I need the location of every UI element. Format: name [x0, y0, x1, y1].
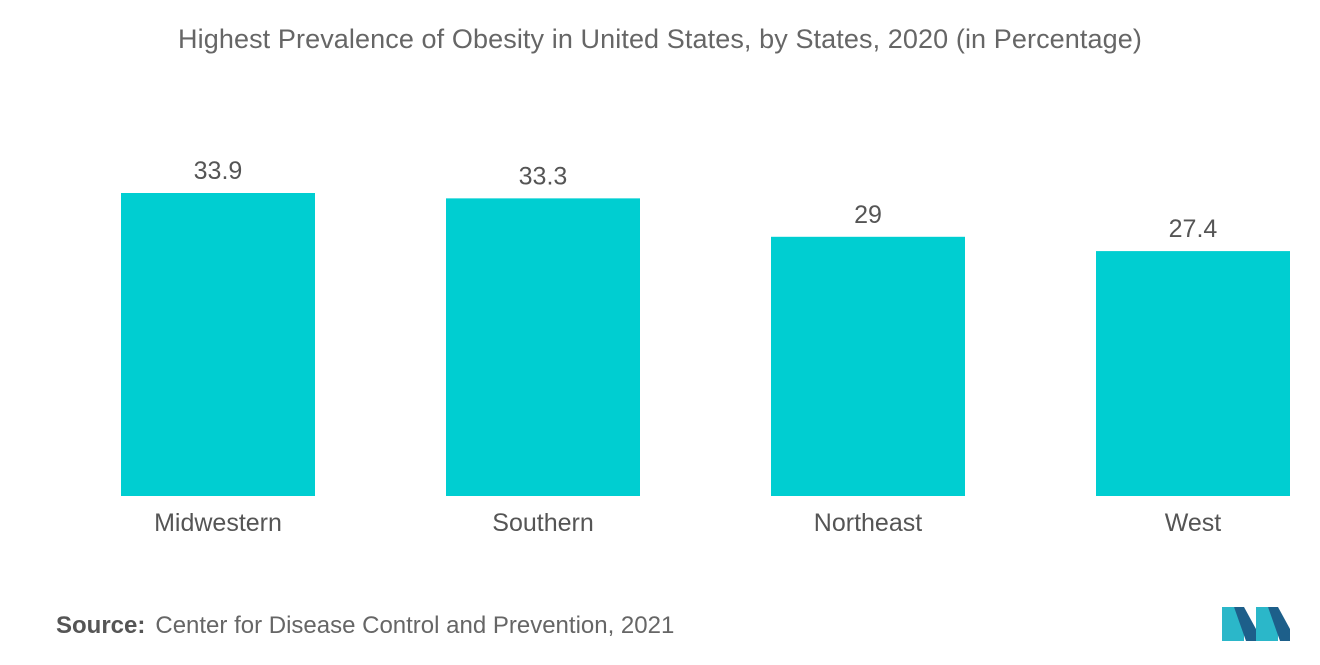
category-label-west: West — [1165, 509, 1222, 537]
value-label-northeast: 29 — [854, 201, 882, 229]
category-labels-layer: Midwestern Southern Northeast West — [154, 509, 1221, 537]
bar-midwestern — [121, 193, 315, 496]
source-label: Source: — [56, 612, 146, 639]
value-label-southern: 33.3 — [519, 162, 568, 190]
chart-title: Highest Prevalence of Obesity in United … — [178, 24, 1142, 54]
bar-southern — [446, 198, 640, 496]
value-label-midwestern: 33.9 — [194, 157, 243, 185]
bar-west — [1096, 251, 1290, 496]
source-text: Center for Disease Control and Preventio… — [155, 612, 675, 639]
value-label-west: 27.4 — [1169, 215, 1218, 243]
bar-northeast — [771, 236, 965, 497]
source-note: Source: Center for Disease Control and Pr… — [56, 612, 674, 640]
category-label-southern: Southern — [492, 509, 593, 537]
bars-layer — [121, 193, 1290, 497]
category-label-midwestern: Midwestern — [154, 509, 282, 537]
category-label-northeast: Northeast — [814, 509, 922, 537]
mordor-intelligence-logo-icon — [1222, 607, 1290, 641]
value-labels-layer: 33.9 33.3 29 27.4 — [194, 157, 1218, 243]
